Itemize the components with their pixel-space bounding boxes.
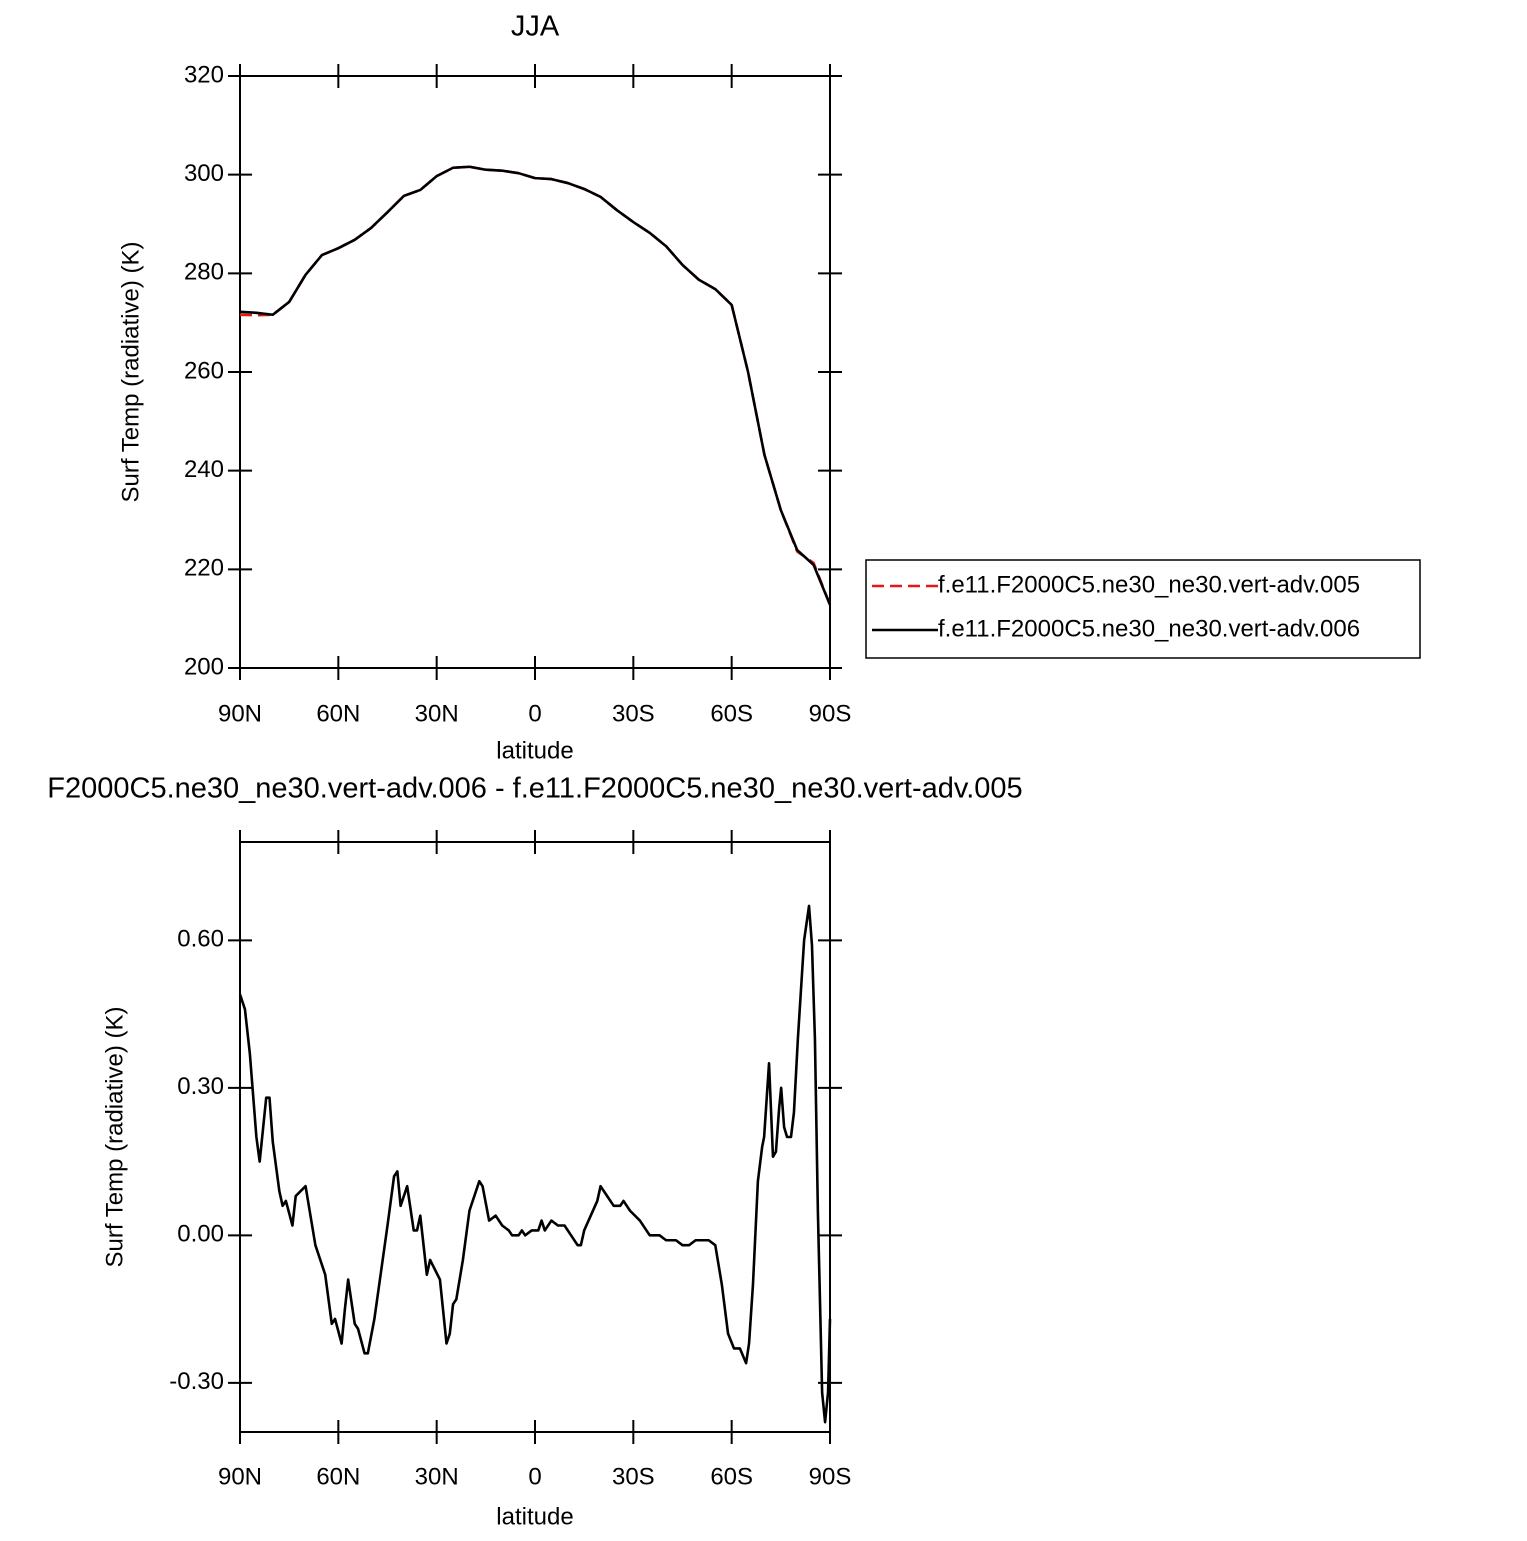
y-tick-label: 240 (184, 456, 224, 483)
x-tick-label: 60N (316, 700, 360, 727)
y-tick-label: 0.00 (177, 1221, 224, 1248)
x-tick-label: 30S (612, 700, 655, 727)
x-tick-label: 90N (218, 1463, 262, 1490)
x-tick-label: 90N (218, 700, 262, 727)
legend-label: f.e11.F2000C5.ne30_ne30.vert-adv.006 (938, 615, 1360, 642)
data-line (239, 165, 832, 606)
chart-title: F2000C5.ne30_ne30.vert-adv.006 - f.e11.F… (47, 773, 1022, 805)
x-axis-label: latitude (496, 1503, 573, 1530)
x-tick-label: 30S (612, 1463, 655, 1490)
y-axis-label: Surf Temp (radiative) (K) (117, 242, 144, 503)
y-tick-label: 0.60 (177, 926, 224, 953)
x-tick-label: 90S (809, 1463, 852, 1490)
x-tick-label: 60S (710, 700, 753, 727)
legend: f.e11.F2000C5.ne30_ne30.vert-adv.005 f.e1… (865, 559, 1421, 659)
legend-box (865, 559, 1421, 659)
plot-frame (239, 841, 831, 1433)
y-tick-label: 300 (184, 160, 224, 187)
plot-frame (239, 75, 831, 669)
y-tick-label: 260 (184, 357, 224, 384)
x-tick-label: 90S (809, 700, 852, 727)
x-tick-label: 60S (710, 1463, 753, 1490)
data-line (239, 165, 832, 606)
data-line (238, 904, 832, 1424)
chart-title: JJA (511, 11, 560, 43)
x-tick-label: 30N (415, 700, 459, 727)
x-tick-label: 60N (316, 1463, 360, 1490)
y-tick-label: 220 (184, 555, 224, 582)
x-tick-label: 0 (528, 1463, 541, 1490)
x-axis-label: latitude (496, 737, 573, 764)
x-tick-label: 30N (415, 1463, 459, 1490)
y-tick-label: -0.30 (169, 1368, 224, 1395)
x-tick-label: 0 (528, 700, 541, 727)
legend-label: f.e11.F2000C5.ne30_ne30.vert-adv.005 (938, 571, 1360, 598)
y-tick-label: 280 (184, 259, 224, 286)
y-axis-label: Surf Temp (radiative) (K) (101, 1007, 128, 1268)
y-tick-label: 0.30 (177, 1073, 224, 1100)
y-tick-label: 320 (184, 61, 224, 88)
y-tick-label: 200 (184, 653, 224, 680)
